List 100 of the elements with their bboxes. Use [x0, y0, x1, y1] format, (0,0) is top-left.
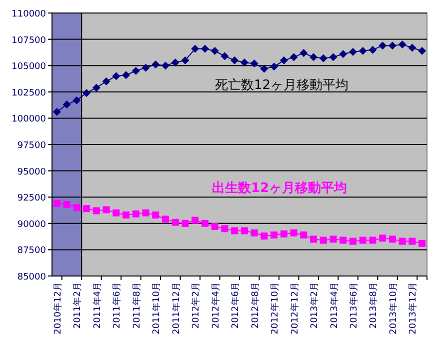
point [82, 88, 91, 97]
point [152, 60, 160, 69]
y-tick-label: 87500 [17, 246, 46, 256]
point [270, 231, 278, 238]
point [182, 220, 189, 227]
point [379, 234, 386, 242]
point [310, 236, 318, 243]
point [369, 236, 376, 244]
x-tick-label: 2013年8月 [368, 282, 380, 329]
point [83, 205, 90, 212]
point [418, 240, 426, 247]
point [63, 200, 70, 208]
x-tick-label: 2013年4月 [328, 282, 340, 329]
x-tick-label: 2013年6月 [348, 282, 360, 329]
point [348, 48, 357, 56]
point [112, 72, 120, 80]
point [231, 227, 238, 234]
point [320, 236, 327, 244]
x-tick-label: 2011年6月 [112, 282, 123, 329]
point [280, 230, 288, 238]
point [300, 48, 308, 57]
y-tick-label: 85000 [17, 272, 46, 282]
point [132, 210, 140, 218]
x-tick-label: 2012年8月 [250, 282, 261, 329]
y-tick-label: 95000 [17, 167, 46, 178]
point [220, 52, 229, 60]
point [290, 53, 298, 62]
point [359, 236, 366, 244]
y-tick-label: 102500 [12, 88, 46, 98]
point [211, 223, 218, 230]
point [398, 40, 406, 49]
y-tick-label: 90000 [17, 220, 46, 230]
point [191, 44, 200, 53]
x-tick-label: 2011年2月 [72, 282, 84, 329]
y-tick-label: 107500 [12, 36, 46, 46]
point [358, 46, 367, 55]
point [250, 59, 258, 68]
point [172, 218, 179, 226]
y-tick-label: 105000 [12, 62, 46, 72]
point [102, 77, 110, 86]
point [408, 44, 416, 52]
point [260, 64, 268, 73]
point [201, 220, 208, 227]
point [210, 46, 219, 55]
point [378, 42, 387, 50]
point [230, 56, 239, 64]
x-tick-label: 2011年4月 [92, 282, 103, 329]
x-tick-label: 2011年8月 [131, 282, 142, 329]
point [72, 96, 81, 104]
point [398, 238, 406, 245]
point [53, 200, 60, 207]
point [132, 66, 140, 75]
y-tick-label: 100000 [12, 114, 46, 125]
x-tick-label: 2012年2月 [190, 282, 202, 329]
x-tick-label: 2012年6月 [230, 282, 242, 329]
point [102, 206, 110, 214]
point [161, 62, 170, 70]
point [418, 46, 426, 55]
point [330, 236, 337, 243]
point [200, 44, 209, 53]
x-tick-label: 2010年12月 [52, 282, 64, 334]
x-tick-label: 2011年12月 [170, 282, 182, 334]
point [152, 211, 160, 218]
point [329, 53, 338, 62]
point [240, 227, 248, 234]
point [162, 216, 169, 223]
point [340, 236, 347, 244]
x-tick-label: 2011年10月 [151, 282, 162, 334]
point [250, 229, 258, 236]
point [270, 62, 278, 71]
point [171, 58, 180, 66]
point [240, 58, 248, 66]
point [142, 209, 150, 216]
point [300, 231, 308, 238]
point [181, 56, 190, 64]
x-tick-label: 2013年10月 [388, 282, 399, 334]
point [339, 50, 348, 58]
point [221, 225, 228, 232]
y-tick-label: 92500 [17, 194, 46, 204]
point [280, 56, 288, 64]
point [388, 42, 396, 50]
point [319, 54, 328, 62]
point [52, 108, 61, 116]
x-tick-label: 2013年2月 [309, 282, 320, 329]
x-tick-label: 2012年10月 [270, 282, 281, 334]
point [122, 71, 130, 80]
point [122, 211, 130, 218]
point [73, 204, 80, 212]
x-tick-label: 2013年12月 [408, 282, 419, 334]
x-tick-label: 2012年4月 [210, 282, 222, 329]
point [62, 100, 71, 109]
point [290, 229, 298, 236]
point [112, 209, 120, 216]
point [142, 64, 150, 72]
point [192, 216, 199, 224]
y-tick-label: 97500 [17, 141, 46, 151]
point [388, 236, 396, 243]
x-tick-label: 2012年12月 [289, 282, 300, 334]
point [92, 207, 100, 214]
series-label: 出生数12ヶ月移動平均 [212, 181, 348, 196]
